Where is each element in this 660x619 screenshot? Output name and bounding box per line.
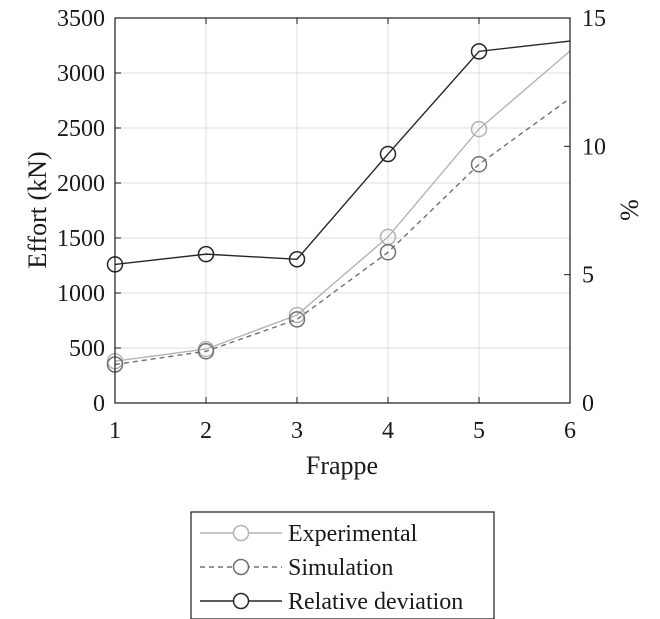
plot-frame xyxy=(114,17,571,404)
y-left-tick-label: 1000 xyxy=(57,281,105,307)
y-right-axis-ticks: 0 5 10 15 xyxy=(564,6,606,417)
y-right-tick-label: 5 xyxy=(582,263,594,289)
y-left-tick-label: 3500 xyxy=(57,6,105,32)
series-line-relative-deviation xyxy=(114,40,571,266)
series-layer xyxy=(106,40,571,373)
y-right-tick-label: 0 xyxy=(582,391,594,417)
y-left-tick-label: 0 xyxy=(93,391,105,417)
legend: Experimental Simulation Relative deviation xyxy=(190,511,495,619)
series-line-simulation xyxy=(114,97,571,366)
data-point-simulation xyxy=(197,343,215,360)
data-point-relative-deviation xyxy=(197,245,215,263)
y-left-tick-label: 2000 xyxy=(57,171,105,197)
y-left-axis-label: Effort (kN) xyxy=(23,151,52,268)
x-tick-label: 1 xyxy=(109,418,121,444)
y-right-tick-label: 10 xyxy=(582,134,606,160)
x-tick-label: 6 xyxy=(564,418,576,444)
x-tick-label: 5 xyxy=(473,418,485,444)
y-right-tick-label: 15 xyxy=(582,6,606,32)
data-point-simulation xyxy=(470,156,488,173)
data-point-relative-deviation xyxy=(470,43,488,60)
x-axis-ticks: 1 2 3 4 5 6 xyxy=(109,18,576,444)
y-right-axis-label: % xyxy=(615,199,644,221)
data-point-relative-deviation xyxy=(288,251,306,268)
data-point-simulation xyxy=(288,311,306,328)
data-point-relative-deviation xyxy=(379,145,397,163)
legend-marker xyxy=(232,524,250,542)
data-point-simulation xyxy=(379,244,397,261)
legend-marker xyxy=(232,558,250,576)
x-tick-label: 2 xyxy=(200,418,212,444)
legend-marker xyxy=(232,592,250,610)
y-left-tick-label: 1500 xyxy=(57,226,105,252)
x-axis-label: Frappe xyxy=(306,451,378,480)
x-tick-label: 3 xyxy=(291,418,303,444)
y-left-axis-ticks: 0 500 1000 1500 2000 2500 3000 3500 xyxy=(57,6,121,417)
data-point-experimental xyxy=(470,120,488,138)
grid xyxy=(114,17,571,404)
x-tick-label: 4 xyxy=(382,418,394,444)
y-left-tick-label: 2500 xyxy=(57,116,105,142)
series-line-experimental xyxy=(114,50,571,362)
y-left-tick-label: 3000 xyxy=(57,61,105,87)
y-left-tick-label: 500 xyxy=(69,336,105,362)
legend-label: Experimental xyxy=(288,521,418,547)
legend-label: Relative deviation xyxy=(288,589,463,615)
legend-label: Simulation xyxy=(288,555,393,581)
data-point-experimental xyxy=(288,306,306,324)
